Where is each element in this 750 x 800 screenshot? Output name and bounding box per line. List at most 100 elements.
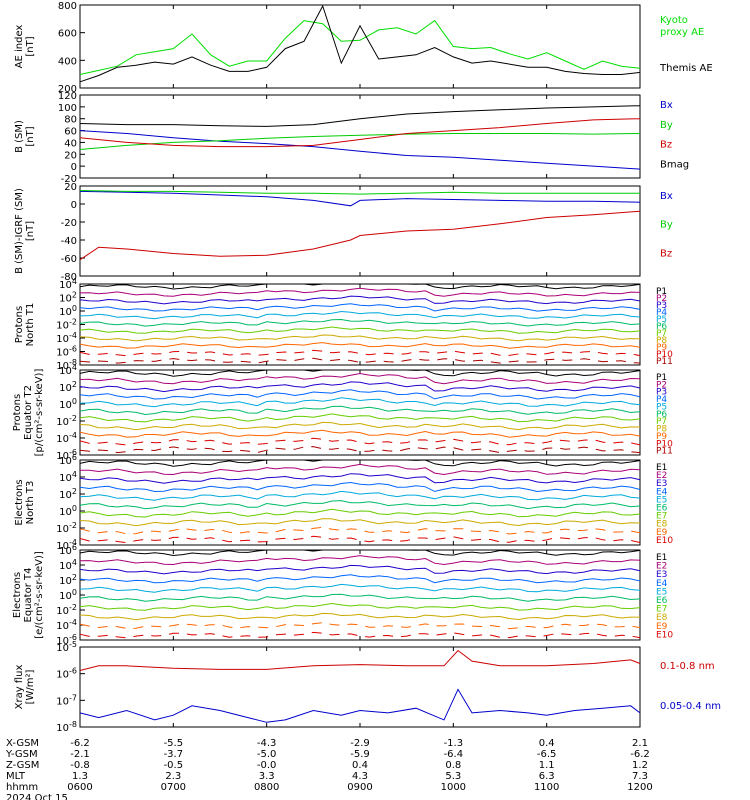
y-tick-label: 10-6 — [56, 633, 77, 647]
ephemeris-value: -4.3 — [257, 738, 277, 749]
y-tick-label: -20 — [61, 174, 77, 185]
ephemeris-value: -3.7 — [164, 749, 184, 760]
y-tick-label: 102 — [59, 291, 77, 305]
ephemeris-value: 0.4 — [539, 738, 555, 749]
legend-entry: Bz — [660, 140, 672, 151]
y-axis-label: B (SM)-IGRF (SM) — [14, 188, 25, 274]
channel-trace-p7 — [79, 413, 641, 423]
y-tick-label: 106 — [59, 543, 77, 557]
y-tick-label: 100 — [59, 397, 77, 411]
y-tick-label: 10-8 — [56, 720, 77, 734]
y-tick-label: 600 — [58, 29, 77, 40]
y-tick-label: 10-6 — [56, 448, 77, 462]
y-axis-label: Equator T2 — [23, 385, 34, 440]
y-tick-label: -80 — [61, 272, 77, 283]
y-tick-label: 104 — [59, 470, 77, 484]
channel-trace-e2 — [79, 463, 641, 476]
legend-entry: P9 — [656, 343, 667, 353]
channel-trace-e6 — [79, 500, 641, 510]
series-line-by — [79, 133, 641, 150]
channel-trace-p8 — [79, 334, 641, 342]
y-axis-label: Electrons — [12, 572, 23, 618]
ephemeris-value: -5.9 — [350, 749, 370, 760]
ephemeris-value: 0900 — [347, 782, 372, 793]
panel-5 — [79, 369, 641, 456]
legend-entry: P5 — [656, 402, 667, 412]
channel-trace-p2 — [79, 372, 641, 385]
channel-trace-p2 — [79, 287, 641, 297]
legend-entry: E10 — [656, 536, 673, 546]
ephemeris-value: -5.5 — [164, 738, 184, 749]
series-line-0-05-0-4-nm — [79, 688, 641, 723]
legend-entry: E8 — [656, 613, 668, 623]
legend-entry: P2 — [656, 294, 667, 304]
ephemeris-value: -0.5 — [164, 760, 184, 771]
ephemeris-value: 1.1 — [539, 760, 555, 771]
legend-entry: P10 — [656, 350, 673, 360]
y-tick-label: -60 — [61, 254, 77, 265]
y-tick-label: 10-2 — [56, 414, 77, 428]
legend-entry: P6 — [656, 410, 667, 420]
ephemeris-row-label: hhmm — [6, 782, 38, 793]
legend-entry: E3 — [656, 570, 667, 580]
channel-trace-e9 — [79, 526, 641, 535]
y-tick-label: 10-2 — [56, 318, 77, 332]
ephemeris-value: 2.1 — [632, 738, 648, 749]
series-line-by — [79, 190, 640, 195]
y-tick-label: 0 — [71, 200, 77, 211]
y-tick-label: 10-7 — [56, 693, 77, 707]
y-tick-label: 800 — [58, 1, 77, 12]
y-tick-label: 10-5 — [56, 640, 77, 654]
channel-trace-e3 — [79, 564, 641, 575]
legend-entry: Bz — [660, 248, 672, 259]
y-tick-label: 10-2 — [56, 521, 77, 535]
ephemeris-value: -0.0 — [257, 760, 277, 771]
y-axis-label: Equator T4 — [23, 568, 34, 623]
y-tick-label: 106 — [59, 453, 77, 467]
y-tick-label: 102 — [59, 380, 77, 394]
y-tick-label: -20 — [61, 218, 77, 229]
ephemeris-value: 0600 — [67, 782, 92, 793]
legend-entry: P10 — [656, 439, 673, 449]
channel-trace-e3 — [79, 473, 641, 484]
ephemeris-value: -2.9 — [350, 738, 370, 749]
legend-entry: E6 — [656, 596, 668, 606]
legend-entry: 0.1-0.8 nm — [660, 661, 715, 672]
channel-trace-e1 — [79, 459, 641, 467]
channel-trace-e10 — [79, 631, 641, 639]
ephemeris-row-label: X-GSM — [6, 738, 39, 749]
legend-entry: P9 — [656, 432, 667, 442]
legend-entry: E2 — [656, 471, 667, 481]
legend-entry: Bx — [660, 191, 673, 202]
ephemeris-value: -1.3 — [444, 738, 464, 749]
ephemeris-value: -2.1 — [70, 749, 90, 760]
ephemeris-row-label: Y-GSM — [5, 749, 38, 760]
y-tick-label: 80 — [64, 115, 77, 126]
legend-entry: E9 — [656, 622, 668, 632]
ephemeris-row-label: Z-GSM — [6, 760, 39, 771]
legend-entry: P8 — [656, 425, 667, 435]
legend-entry: E5 — [656, 495, 667, 505]
ephemeris-value: 3.3 — [259, 771, 275, 782]
panel-4 — [79, 283, 641, 366]
ephemeris-value: 0700 — [161, 782, 186, 793]
channel-trace-p5 — [79, 310, 641, 320]
channel-trace-p1 — [79, 283, 641, 290]
ephemeris-value: -6.2 — [70, 738, 90, 749]
channel-trace-e6 — [79, 593, 641, 602]
y-tick-label: 10-8 — [56, 358, 77, 372]
legend-entry: P7 — [656, 417, 667, 427]
y-tick-label: 40 — [64, 138, 77, 149]
y-axis-label: [nT] — [25, 221, 36, 241]
y-tick-label: 104 — [59, 277, 77, 291]
legend-entry: E7 — [656, 605, 667, 615]
ephemeris-value: -6.4 — [444, 749, 464, 760]
series-line-0-1-0-8-nm — [79, 649, 641, 671]
legend-entry: P1 — [656, 373, 667, 383]
channel-trace-p9 — [79, 429, 641, 438]
legend-entry: P1 — [656, 287, 667, 297]
legend-entry: P3 — [656, 388, 667, 398]
legend-entry: By — [660, 120, 673, 131]
ephemeris-value: 5.3 — [445, 771, 461, 782]
legend-entry: Bx — [660, 100, 673, 111]
